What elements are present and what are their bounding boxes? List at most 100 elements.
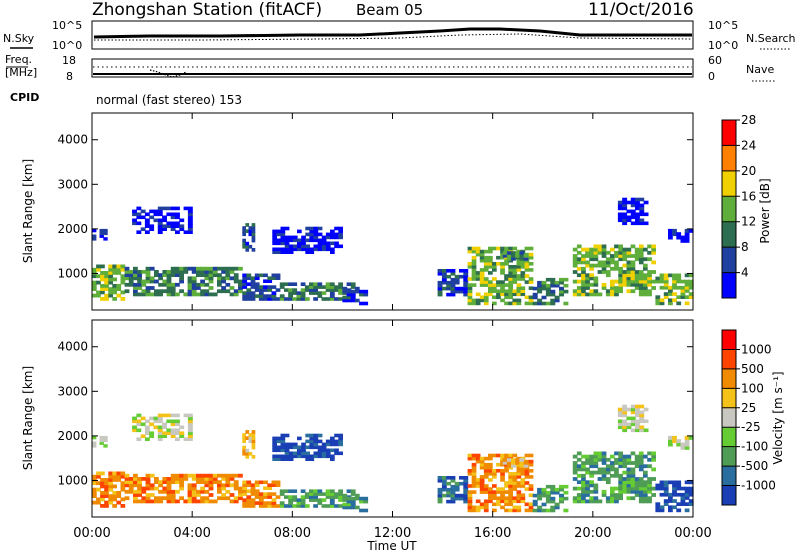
power-echo-cell (488, 286, 493, 290)
power-echo-cell (441, 269, 447, 273)
power-echo-cell (112, 264, 117, 269)
velocity-echo-cell (276, 439, 282, 444)
power-echo-cell (589, 254, 594, 258)
velocity-echo-cell (246, 480, 252, 485)
velocity-echo-cell (471, 484, 477, 488)
velocity-echo-cell (559, 496, 564, 501)
power-echo-cell (684, 295, 690, 299)
power-echo-cell (672, 273, 677, 278)
power-echo-cell (676, 273, 682, 278)
velocity-echo-cell (508, 475, 513, 479)
power-echo-cell (120, 267, 126, 272)
power-echo-cell (338, 282, 343, 286)
power-echo-cell (325, 282, 331, 286)
power-echo-cell (441, 272, 447, 276)
power-echo-cell (672, 292, 677, 296)
velocity-echo-cell (242, 480, 248, 485)
velocity-echo-cell (550, 484, 556, 489)
power-ylabel: Slant Range [km] (21, 159, 35, 263)
power-echo-cell (479, 277, 485, 281)
velocity-echo-cell (116, 478, 122, 482)
velocity-echo-cell (676, 486, 682, 491)
power-echo-cell (272, 235, 277, 240)
velocity-echo-cell (515, 458, 520, 462)
power-echo-cell (229, 276, 235, 281)
velocity-echo-cell (492, 484, 497, 488)
power-echo-cell (528, 301, 534, 306)
velocity-echo-cell (321, 498, 327, 502)
velocity-echo-cell (524, 472, 530, 476)
power-echo-cell (610, 254, 615, 258)
velocity-echo-cell (471, 508, 477, 513)
power-echo-cell (124, 276, 130, 281)
power-echo-cell (108, 274, 113, 279)
velocity-echo-cell (511, 464, 516, 468)
power-echo-cell (149, 227, 155, 231)
velocity-echo-cell (512, 478, 518, 482)
velocity-echo-cell (638, 496, 644, 501)
power-echo-cell (614, 292, 619, 297)
power-echo-cell (610, 279, 615, 284)
power-echo-cell (254, 282, 260, 286)
velocity-echo-cell (622, 422, 628, 427)
velocity-echo-cell (275, 495, 281, 499)
power-echo-cell (511, 257, 516, 261)
power-echo-cell (504, 258, 509, 263)
velocity-echo-cell (321, 445, 327, 450)
velocity-echo-cell (208, 493, 214, 497)
velocity-echo-cell (532, 499, 538, 504)
velocity-echo-cell (153, 425, 159, 430)
velocity-echo-cell (634, 486, 640, 491)
power-echo-cell (280, 232, 286, 237)
power-echo-cell (96, 274, 101, 279)
power-echo-cell (272, 241, 277, 246)
velocity-echo-cell (479, 456, 485, 461)
velocity-echo-cell (208, 473, 214, 478)
power-echo-cell (330, 235, 335, 240)
power-echo-cell (483, 265, 489, 269)
power-echo-cell (124, 266, 130, 271)
power-echo-cell (112, 290, 117, 295)
velocity-echo-cell (196, 477, 201, 481)
power-echo-cell (116, 293, 122, 298)
velocity-echo-cell (245, 430, 250, 434)
velocity-echo-cell (618, 489, 623, 494)
velocity-echo-cell (626, 473, 632, 478)
power-echo-cell (635, 203, 640, 208)
power-echo-cell (651, 250, 656, 255)
power-echo-cell (597, 247, 603, 252)
power-echo-cell (622, 270, 628, 274)
velocity-echo-cell (467, 502, 473, 507)
velocity-echo-cell (251, 445, 256, 450)
velocity-echo-cell (346, 499, 352, 504)
power-echo-cell (170, 286, 176, 290)
power-echo-cell (483, 280, 489, 284)
power-echo-cell (576, 257, 582, 262)
power-echo-cell (354, 289, 360, 294)
velocity-echo-cell (187, 486, 193, 491)
power-echo-cell (541, 295, 547, 300)
power-echo-cell (532, 295, 538, 300)
velocity-echo-cell (267, 492, 273, 496)
velocity-echo-cell (467, 469, 473, 473)
power-echo-cell (528, 286, 534, 290)
velocity-echo-cell (524, 469, 530, 473)
power-echo-cell (467, 265, 473, 269)
velocity-echo-cell (267, 504, 273, 508)
power-echo-cell (254, 276, 260, 280)
velocity-echo-cell (512, 496, 518, 500)
velocity-echo-cell (626, 454, 632, 459)
velocity-echo-cell (238, 493, 243, 497)
velocity-echo-cell (338, 433, 343, 438)
velocity-echo-cell (132, 416, 137, 421)
velocity-echo-cell (581, 489, 586, 494)
velocity-echo-cell (116, 494, 122, 498)
velocity-echo-cell (635, 413, 640, 418)
velocity-echo-cell (175, 480, 180, 484)
power-echo-cell (508, 246, 513, 251)
velocity-echo-cell (537, 490, 543, 495)
velocity-echo-cell (634, 464, 640, 469)
power-echo-cell (313, 235, 319, 240)
velocity-echo-cell (128, 489, 134, 494)
power-echo-cell (242, 285, 248, 289)
